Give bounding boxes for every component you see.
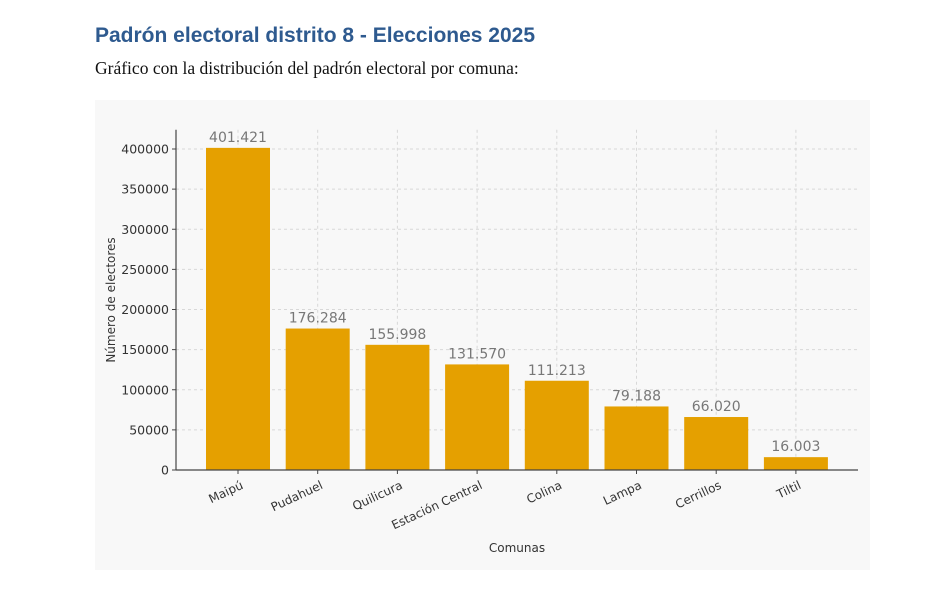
x-tick-label: Cerrillos: [673, 478, 723, 511]
y-tick-label: 350000: [121, 182, 169, 197]
y-tick-label: 300000: [121, 222, 169, 237]
bar: [604, 406, 669, 470]
x-tick-label: Maipú: [206, 478, 245, 506]
y-axis-label: Número de electores: [104, 237, 118, 362]
bar: [365, 344, 430, 470]
y-tick-label: 100000: [121, 382, 169, 397]
data-label: 131.570: [448, 346, 506, 362]
grid: [176, 129, 858, 470]
data-label: 155.998: [368, 327, 426, 343]
data-label: 111.213: [528, 363, 586, 379]
bar: [763, 457, 828, 470]
x-axis-label: Comunas: [489, 541, 545, 555]
bar: [524, 380, 589, 470]
data-label: 79.188: [612, 388, 661, 404]
x-tick-label: Pudahuel: [269, 478, 325, 514]
x-tick-label: Lampa: [601, 478, 644, 508]
bar: [445, 364, 510, 470]
x-tick-label: Tiltil: [774, 478, 803, 502]
page-subtitle: Gráfico con la distribución del padrón e…: [95, 58, 519, 78]
y-tick-label: 200000: [121, 302, 169, 317]
x-tick-label: Estación Central: [389, 478, 484, 532]
x-tick-label: Colina: [524, 478, 564, 506]
page-title: Padrón electoral distrito 8 - Elecciones…: [95, 24, 536, 47]
bar: [206, 147, 270, 470]
y-tick-label: 150000: [121, 342, 169, 357]
data-label: 401.421: [209, 130, 267, 146]
x-tick-label: Quilicura: [350, 478, 404, 513]
bar: [285, 328, 350, 470]
bars: 401.421 176.284 155.998 131.570 111.213 79.18…: [206, 130, 828, 470]
data-label: 176.284: [289, 311, 347, 327]
y-tick-label: 0: [161, 463, 169, 478]
y-tick-label: 400000: [121, 142, 169, 157]
data-label: 16.003: [771, 439, 820, 455]
bar: [684, 417, 749, 470]
data-label: 66.020: [692, 399, 741, 415]
y-tick-label: 250000: [121, 262, 169, 277]
y-tick-label: 50000: [129, 422, 169, 437]
